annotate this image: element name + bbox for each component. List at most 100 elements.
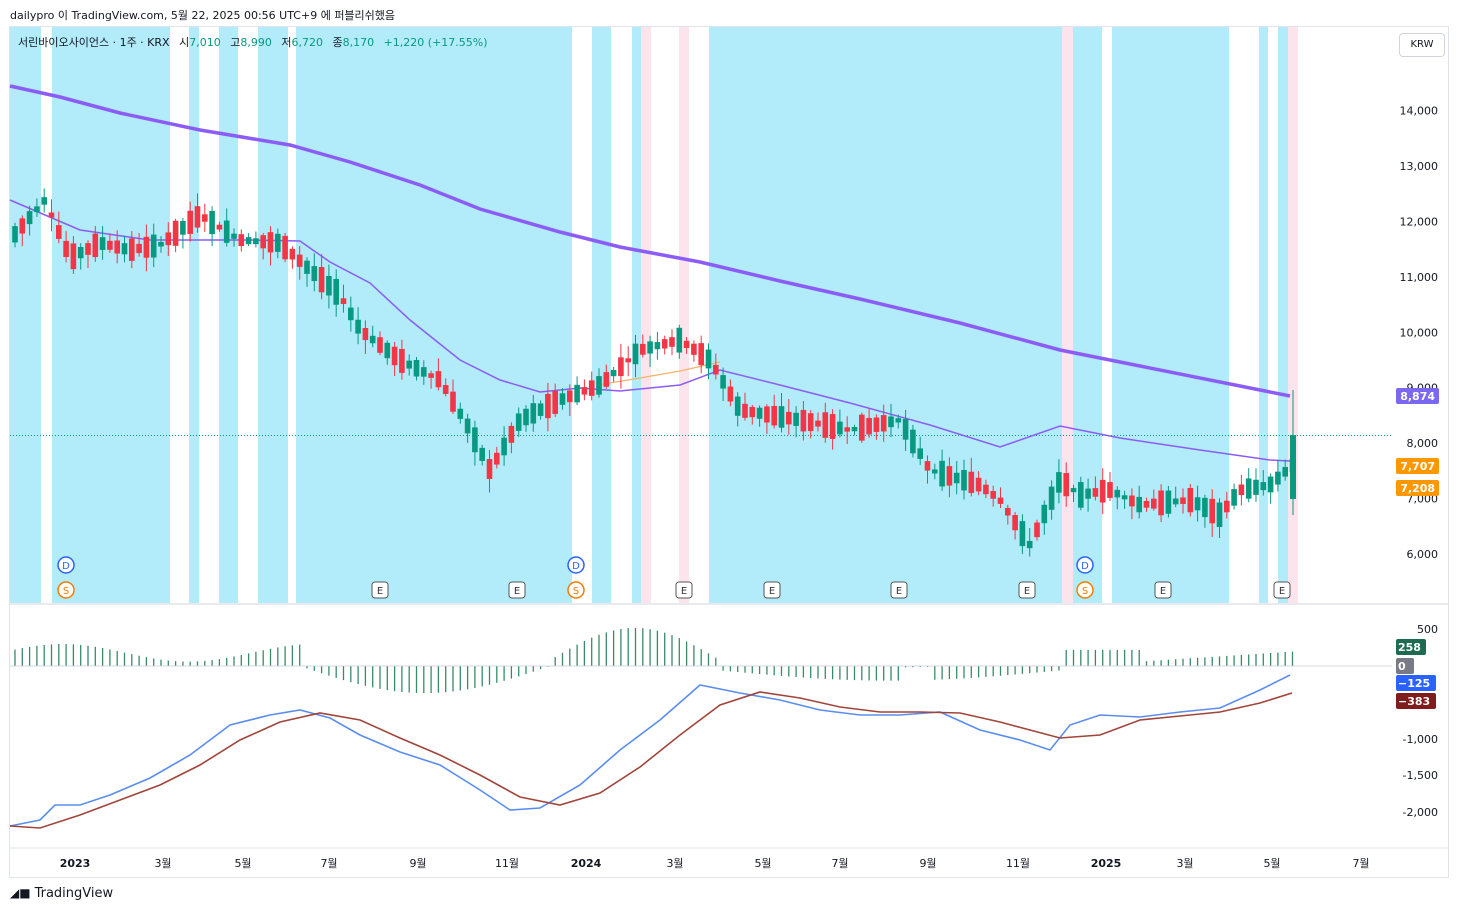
time-tick-label: 11월 xyxy=(495,857,519,870)
candle-body xyxy=(457,408,464,419)
macd-badge-bg xyxy=(1396,658,1414,674)
candle-body xyxy=(107,240,113,250)
candle-body xyxy=(895,418,902,423)
candle-body xyxy=(910,429,916,454)
candle-body xyxy=(70,243,77,270)
candle-body xyxy=(880,415,887,432)
dividend-marker-label: D xyxy=(572,561,580,572)
time-tick-label: 11월 xyxy=(1006,857,1030,870)
split-marker: S xyxy=(1076,581,1094,599)
split-marker-label: S xyxy=(573,586,579,597)
candle-body xyxy=(129,238,135,261)
candle-body xyxy=(734,396,741,416)
candle-body xyxy=(1260,482,1267,491)
time-tick-label: 3월 xyxy=(1176,857,1193,870)
price-tick-label: 13,000 xyxy=(1400,160,1439,173)
time-tick-label: 2023 xyxy=(60,857,91,870)
price-tick-label: 12,000 xyxy=(1400,215,1439,228)
candle-body xyxy=(318,267,325,293)
candle-body xyxy=(92,233,99,258)
split-marker-circle xyxy=(1076,581,1094,599)
candle-body xyxy=(326,276,332,296)
symbol-name: 서린바이오사이언스 · 1주 · KRX xyxy=(18,36,170,49)
time-tick-label: 9월 xyxy=(919,857,936,870)
candle-body xyxy=(472,427,478,453)
candle-body xyxy=(391,346,398,366)
dividend-marker: D xyxy=(57,556,75,574)
candle-body xyxy=(1216,502,1223,527)
candle-body xyxy=(567,390,573,403)
candle-body xyxy=(530,403,537,424)
candle-body xyxy=(85,243,91,255)
candle-body xyxy=(260,235,266,249)
macd-tick-label: 500 xyxy=(1417,623,1438,636)
candle-body xyxy=(187,210,193,234)
candle-body xyxy=(1282,466,1288,477)
candle-body xyxy=(610,370,617,377)
earnings-marker: E xyxy=(1018,581,1036,599)
candle-body xyxy=(990,491,996,499)
candle-body xyxy=(1165,490,1172,514)
candle-body xyxy=(1026,540,1033,549)
earnings-marker: E xyxy=(508,581,526,599)
candle-body xyxy=(1253,479,1259,495)
candle-body xyxy=(742,403,748,418)
candle-body xyxy=(1048,486,1055,510)
candle-body xyxy=(698,343,704,366)
time-tick-label: 7월 xyxy=(831,857,848,870)
tradingview-logo[interactable]: ◢■ TradingView xyxy=(10,886,113,901)
candle-body xyxy=(705,349,712,369)
bg-band-pink xyxy=(1062,27,1073,603)
candle-body xyxy=(1078,482,1084,508)
bg-band-blue xyxy=(10,27,41,603)
candle-body xyxy=(574,384,580,403)
candle-body xyxy=(1231,489,1237,506)
candle-body xyxy=(1005,507,1011,516)
macd-label-badge: −125 xyxy=(1396,675,1436,691)
candle-body xyxy=(888,416,894,428)
candle-body xyxy=(1180,497,1186,504)
macd-tick-label: -2,000 xyxy=(1403,806,1438,819)
price-label-badge: 7,707 xyxy=(1396,458,1439,474)
bg-band-blue xyxy=(258,27,288,603)
candle-body xyxy=(1224,500,1230,513)
bg-band-blue xyxy=(632,27,641,603)
candle-body xyxy=(289,248,296,260)
candle-body xyxy=(121,243,128,255)
candle-body xyxy=(1209,498,1215,524)
earnings-marker: E xyxy=(890,581,908,599)
earnings-marker-box xyxy=(890,581,908,599)
candle-body xyxy=(1107,482,1113,498)
candle-body xyxy=(355,319,361,334)
candle-body xyxy=(654,342,661,350)
candle-body xyxy=(136,243,142,254)
candle-body xyxy=(669,337,675,347)
dividend-marker-circle xyxy=(567,556,585,574)
ma-long-line xyxy=(9,84,1291,398)
time-tick-label: 3월 xyxy=(154,857,171,870)
candle-body xyxy=(1034,522,1040,538)
candle-body xyxy=(238,234,245,247)
candle-body xyxy=(413,359,420,377)
candle-body xyxy=(209,210,215,235)
candle-body xyxy=(114,240,120,254)
candle-body xyxy=(56,225,62,239)
candle-body xyxy=(844,427,850,432)
bg-band-pink xyxy=(641,27,651,603)
currency-button[interactable]: KRW xyxy=(1399,33,1445,57)
price-badge-text: 7,707 xyxy=(1400,460,1435,473)
price-badge-text: 8,874 xyxy=(1400,390,1435,403)
candle-body xyxy=(851,427,858,432)
candle-body xyxy=(647,341,653,354)
bg-band-blue xyxy=(592,27,611,603)
candle-body xyxy=(713,364,719,375)
candle-body xyxy=(450,391,456,412)
earnings-marker-label: E xyxy=(769,586,775,597)
bg-band-blue xyxy=(296,27,572,603)
candle-body xyxy=(223,220,230,243)
time-tick-label: 9월 xyxy=(409,857,426,870)
candle-body xyxy=(749,406,756,418)
bg-band-blue xyxy=(1278,27,1288,603)
open-value: 7,010 xyxy=(189,36,221,49)
